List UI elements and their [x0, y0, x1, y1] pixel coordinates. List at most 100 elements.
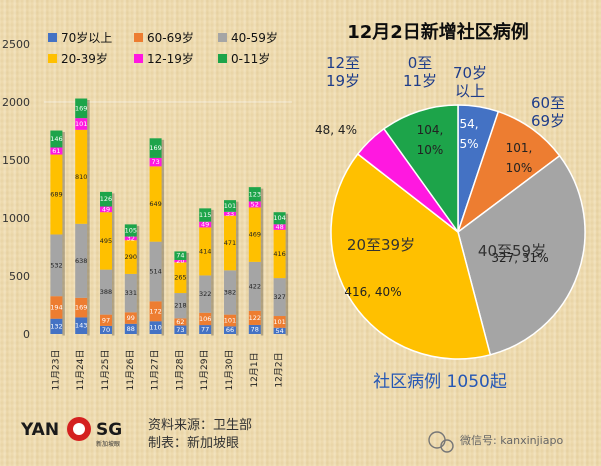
logo-text-left: YAN [20, 420, 59, 440]
x-tick-label: 11月26日 [125, 350, 136, 391]
pie-value-label: 101, [506, 141, 533, 155]
bar-segment [224, 211, 236, 216]
bar-data-label: 172 [149, 307, 161, 315]
bar-segment-shadow [136, 275, 140, 314]
bar-segment-shadow [186, 319, 189, 328]
legend-swatch [218, 33, 227, 42]
y-tick-label: 1500 [2, 154, 30, 167]
bar-data-label: 514 [149, 267, 161, 275]
bar-data-label: 99 [127, 314, 135, 322]
bar-segment-shadow [161, 322, 165, 336]
bar-data-label: 123 [249, 190, 261, 198]
bar-segment-shadow [260, 263, 264, 313]
bar-segment [75, 129, 88, 224]
bar-segment-shadow [260, 188, 264, 203]
y-tick-label: 1000 [2, 212, 30, 225]
bar-segment-shadow [236, 271, 239, 317]
pie-category-label: 69岁 [531, 112, 565, 130]
pie-value-label: 416, 40% [344, 285, 401, 299]
bar-segment-shadow [161, 243, 165, 303]
legend-label: 70岁以上 [61, 30, 112, 45]
bar-segment [124, 224, 137, 237]
pie-category-label: 0至 [408, 54, 433, 72]
bar-segment [124, 236, 137, 241]
bar-segment-shadow [112, 327, 115, 336]
bar-segment-shadow [186, 261, 189, 264]
bar-data-label: 194 [50, 303, 62, 311]
pie-value-label: 54, [459, 117, 478, 131]
x-tick-label: 11月30日 [224, 350, 235, 391]
bar-segment-shadow [260, 312, 264, 327]
bar-segment [199, 275, 212, 313]
bar-data-label: 33 [226, 210, 234, 218]
bar-data-label: 73 [151, 158, 159, 166]
bar-data-label: 382 [224, 288, 236, 296]
bar-segment [273, 229, 286, 279]
bar-data-label: 290 [125, 253, 137, 261]
bar-data-label: 101 [224, 316, 236, 324]
bar-data-label: 115 [199, 211, 211, 219]
x-tick-label: 11月24日 [75, 350, 86, 391]
bar-segment-shadow [136, 241, 140, 276]
bar-segment-shadow [136, 313, 140, 326]
bar-data-label: 104 [273, 214, 285, 222]
pie-slice [382, 104, 459, 235]
bar-segment [100, 269, 112, 315]
bar-data-label: 126 [100, 195, 112, 203]
pie-slice [330, 152, 492, 360]
pie-category-label: 40至59岁 [478, 242, 546, 260]
bar-data-label: 416 [273, 250, 285, 258]
x-tick-label: 11月23日 [50, 350, 61, 391]
y-tick-label: 2000 [2, 96, 30, 109]
bar-data-label: 106 [199, 315, 211, 323]
pie-category-label: 70岁 [453, 64, 487, 82]
bar-data-label: 49 [102, 205, 110, 213]
pie-slice [456, 110, 561, 235]
bar-segment-shadow [285, 279, 289, 318]
bar-segment-shadow [136, 238, 140, 242]
bar-data-label: 218 [174, 302, 186, 310]
bar-segment-shadow [62, 235, 65, 298]
bar-segment [149, 166, 162, 242]
pie-total-caption: 社区病例 1050起 [373, 372, 507, 392]
pie-category-label: 以上 [455, 82, 485, 100]
bar-segment-shadow [136, 325, 140, 336]
bar-segment [50, 147, 63, 155]
bar-data-label: 73 [176, 326, 184, 334]
x-tick-label: 11月29日 [199, 350, 210, 391]
bar-segment-shadow [112, 193, 115, 209]
bar-data-label: 101 [75, 120, 87, 128]
bar-data-label: 62 [176, 318, 184, 326]
bar-segment [224, 326, 236, 334]
legend-label: 12-19岁 [147, 51, 194, 66]
pie-category-label: 19岁 [326, 72, 360, 90]
bar-segment-shadow [87, 119, 90, 132]
bar-data-label: 471 [224, 239, 236, 247]
bar-segment [75, 223, 88, 298]
bar-segment-shadow [236, 213, 239, 218]
bar-data-label: 66 [226, 326, 234, 334]
bar-data-label: 689 [50, 191, 62, 199]
bar-segment-shadow [285, 225, 289, 232]
bar-segment-shadow [62, 297, 65, 321]
x-tick-label: 12月1日 [249, 352, 260, 387]
bar-segment-shadow [260, 208, 264, 264]
bar-segment-shadow [87, 131, 90, 226]
bar-segment [273, 278, 286, 317]
bar-data-label: 122 [249, 314, 261, 322]
bar-segment [149, 157, 162, 167]
pie-percent-label: 10% [506, 161, 533, 175]
wechat-icon-bubble [440, 439, 454, 453]
bar-segment-shadow [136, 225, 140, 239]
bar-segment [149, 301, 162, 322]
bar-segment-shadow [186, 263, 189, 295]
wechat-id: 微信号: kanxinjiapo [460, 433, 563, 447]
bar-segment [174, 293, 187, 319]
pie-percent-label: 5% [459, 137, 478, 151]
bar-data-label: 649 [149, 200, 161, 208]
legend-label: 0-11岁 [231, 51, 270, 66]
bar-segment [248, 310, 261, 325]
logo-eye-pupil [73, 423, 85, 435]
